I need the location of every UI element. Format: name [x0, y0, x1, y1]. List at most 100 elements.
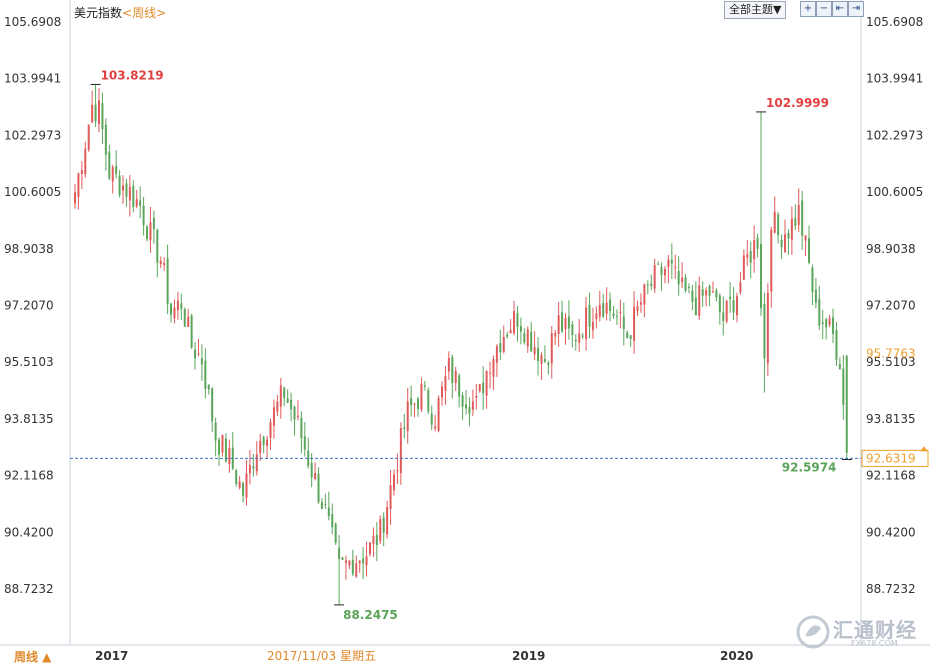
- candle: [142, 196, 145, 236]
- candle: [176, 291, 179, 320]
- candle: [725, 299, 728, 324]
- candle-body: [200, 358, 203, 365]
- scroll-left-icon[interactable]: ⇤: [832, 1, 848, 17]
- candle-body: [101, 103, 104, 130]
- candle-body: [372, 535, 375, 545]
- candle-body: [290, 399, 293, 410]
- y-tick-label-left: 93.8135: [4, 412, 54, 426]
- candle-body: [653, 264, 656, 289]
- candle-body: [125, 183, 128, 197]
- candle-body: [657, 263, 660, 265]
- candle: [77, 172, 80, 210]
- candle-body: [485, 371, 488, 396]
- scroll-right-icon[interactable]: ⇥: [848, 1, 864, 17]
- annotation-label-high: 102.9999: [766, 96, 829, 110]
- candle: [845, 354, 848, 460]
- candle: [773, 196, 776, 234]
- candle: [430, 405, 433, 431]
- candle: [183, 307, 186, 327]
- candle: [410, 385, 413, 417]
- candle: [564, 313, 567, 345]
- candle-body: [753, 240, 756, 260]
- candle-body: [293, 406, 296, 420]
- candle-body: [170, 303, 173, 315]
- candle: [417, 396, 419, 417]
- candle-body: [348, 560, 351, 566]
- candle-body: [146, 226, 149, 240]
- candle-body: [588, 304, 591, 327]
- candle: [818, 286, 821, 330]
- candle: [742, 249, 745, 281]
- candle-body: [595, 313, 598, 320]
- candle-body: [808, 238, 811, 263]
- candle-body: [770, 229, 773, 292]
- candle-body: [187, 316, 190, 327]
- candle-body: [320, 502, 323, 509]
- candle: [753, 225, 756, 273]
- candle: [166, 244, 169, 315]
- candle: [200, 344, 203, 381]
- candle-body: [423, 385, 426, 387]
- candle-body: [214, 422, 217, 441]
- candle: [663, 266, 666, 284]
- candle-body: [605, 302, 608, 314]
- theme-select[interactable]: 全部主题▼: [724, 1, 787, 19]
- candle: [585, 296, 588, 351]
- candle: [687, 283, 690, 294]
- candle-body: [115, 166, 118, 175]
- candle-body: [283, 387, 286, 398]
- candle: [468, 397, 471, 427]
- y-tick-label-left: 100.6005: [4, 185, 61, 199]
- candle-body: [543, 359, 546, 362]
- candle-body: [567, 316, 570, 329]
- candle: [821, 309, 824, 340]
- candle: [760, 111, 762, 316]
- candle-body: [492, 359, 495, 377]
- candle: [187, 309, 190, 327]
- x-tick-label: 2017: [95, 649, 128, 663]
- candle: [252, 453, 255, 477]
- candle: [667, 254, 670, 284]
- candle: [91, 90, 94, 123]
- y-tick-label-left: 92.1168: [4, 469, 54, 483]
- candle-body: [561, 312, 564, 332]
- candle: [746, 239, 749, 266]
- candle: [777, 211, 780, 244]
- candle-body: [684, 277, 687, 291]
- watermark-text: 汇通财经: [833, 618, 917, 642]
- candle: [392, 469, 395, 496]
- candle-body: [324, 504, 327, 506]
- annotation-label-high: 103.8219: [101, 68, 164, 82]
- candle: [612, 305, 615, 319]
- y-tick-label-left: 95.5103: [4, 355, 54, 369]
- candle-body: [646, 284, 649, 286]
- candle: [84, 141, 87, 178]
- candle-body: [629, 335, 632, 339]
- candle: [221, 434, 224, 457]
- candle-body: [564, 317, 567, 330]
- candle: [211, 387, 214, 432]
- candle-body: [74, 192, 76, 204]
- period-toggle-button[interactable]: 周线 ▲: [14, 650, 52, 664]
- annotation-label-low: 88.2475: [343, 608, 398, 622]
- period-link[interactable]: <周线>: [122, 6, 167, 20]
- candle: [320, 498, 323, 510]
- candle: [269, 418, 272, 450]
- candle-body: [523, 333, 526, 343]
- candle: [684, 273, 687, 293]
- candle: [636, 300, 639, 316]
- zoom-out-icon[interactable]: −: [816, 1, 832, 17]
- candle-body: [828, 318, 831, 325]
- candle: [595, 306, 598, 329]
- candle-body: [763, 303, 766, 359]
- price-arrow-icon: [920, 446, 928, 452]
- y-tick-label-left: 88.7232: [4, 582, 54, 596]
- candle: [444, 366, 447, 405]
- y-tick-label-left: 105.6908: [4, 15, 61, 29]
- zoom-in-icon[interactable]: +: [800, 1, 816, 17]
- y-tick-label-right: 97.2070: [866, 299, 916, 313]
- candle-body: [530, 331, 533, 352]
- candle: [578, 318, 581, 353]
- candle-body: [482, 382, 485, 394]
